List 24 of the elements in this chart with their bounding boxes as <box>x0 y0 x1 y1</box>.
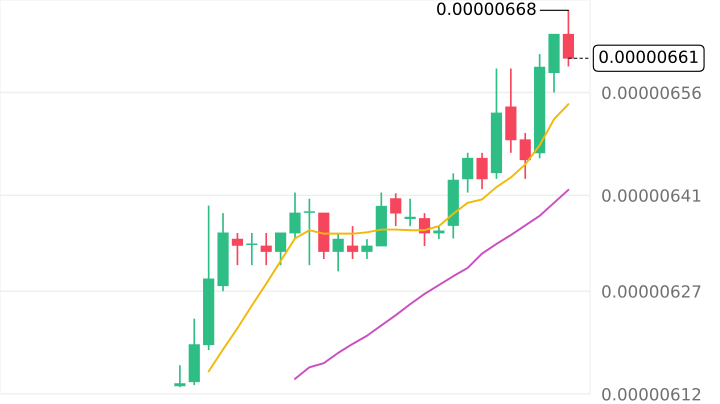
candlestick <box>404 198 416 227</box>
candlestick <box>390 192 402 227</box>
line-series <box>294 188 570 380</box>
line-series <box>208 103 570 372</box>
candlestick <box>361 238 373 260</box>
candlestick <box>462 152 474 194</box>
y-tick-label: 0.00000612 <box>602 388 700 401</box>
candlestick <box>232 232 244 266</box>
candlestick <box>304 198 315 266</box>
y-tick-label: 0.00000656 <box>602 86 701 100</box>
candlestick <box>562 9 574 68</box>
y-tick-label: 0.00000641 <box>602 189 700 202</box>
candlestick <box>332 232 344 272</box>
candlestick <box>433 225 445 240</box>
ref-line-label: 0.00000661 <box>599 50 698 64</box>
y-tick-label: 0.00000627 <box>602 285 700 298</box>
candlestick <box>275 232 286 266</box>
candlestick <box>520 132 531 180</box>
candlestick <box>476 152 488 190</box>
annotation: 0.00000668 <box>437 2 536 16</box>
candlestick <box>260 232 272 266</box>
candlestick <box>289 192 301 240</box>
candlestick <box>246 232 258 266</box>
candlestick <box>346 225 358 260</box>
